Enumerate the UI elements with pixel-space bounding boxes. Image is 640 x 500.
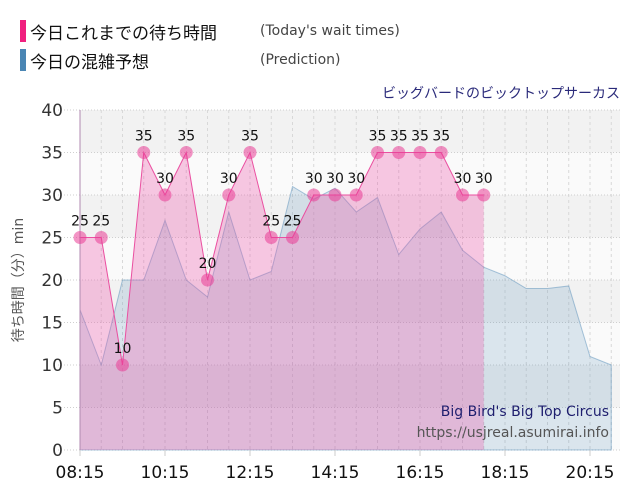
data-point[interactable] <box>286 231 299 244</box>
data-point[interactable] <box>137 146 151 159</box>
y-tick-label: 5 <box>52 399 63 419</box>
data-point-label: 25 <box>92 214 110 230</box>
data-point[interactable] <box>116 358 129 372</box>
data-point-label: 35 <box>411 129 429 145</box>
x-tick-label: 08:15 <box>56 463 105 483</box>
plot-band <box>80 152 620 195</box>
data-point[interactable] <box>434 146 448 159</box>
legend-today-label-en: (Today's wait times) <box>260 23 400 39</box>
plot-band <box>80 365 620 408</box>
legend-prediction: 今日の混雑予想 (Prediction) <box>20 49 340 73</box>
data-point-label: 30 <box>475 171 493 187</box>
data-point-label: 35 <box>369 129 387 145</box>
data-point[interactable] <box>477 188 491 202</box>
y-tick-label: 30 <box>41 186 63 206</box>
data-point[interactable] <box>371 146 384 159</box>
today-area <box>80 152 484 450</box>
plot-band <box>80 407 620 450</box>
data-point[interactable] <box>349 188 363 202</box>
x-tick-label: 14:15 <box>311 463 360 483</box>
data-point[interactable] <box>243 146 257 159</box>
x-tick-label: 16:15 <box>396 463 445 483</box>
data-point-label: 30 <box>454 171 472 187</box>
data-point[interactable] <box>222 188 236 202</box>
data-point-label: 30 <box>220 171 238 187</box>
data-point[interactable] <box>413 146 427 159</box>
data-point[interactable] <box>328 188 342 202</box>
data-point-label: 30 <box>305 171 323 187</box>
x-tick-label: 12:15 <box>226 463 275 483</box>
data-point-label: 30 <box>326 171 344 187</box>
prediction-area <box>79 185 612 451</box>
data-point-label: 25 <box>262 214 280 230</box>
data-point[interactable] <box>264 231 278 244</box>
data-point-label: 35 <box>135 129 153 145</box>
plot-band <box>80 322 620 365</box>
chart-title: ビッグバードのビックトップサーカス <box>382 86 620 102</box>
y-tick-label: 35 <box>41 144 63 164</box>
data-point-label: 35 <box>241 129 259 145</box>
data-point[interactable] <box>307 188 321 202</box>
data-point-label: 20 <box>199 256 217 272</box>
data-point-label: 35 <box>177 129 195 145</box>
data-point-label: 10 <box>114 341 132 357</box>
legend-today: 今日これまでの待ち時間 (Today's wait times) <box>20 20 400 44</box>
data-point-label: 30 <box>156 171 174 187</box>
y-tick-label: 15 <box>41 314 63 334</box>
y-axis-label: 待ち時間（分）min <box>11 218 27 342</box>
y-tick-label: 0 <box>52 441 63 461</box>
watermark-url: https://usjreal.asumirai.info <box>417 425 609 441</box>
legend-prediction-label-en: (Prediction) <box>260 52 341 68</box>
y-tick-label: 10 <box>41 356 63 376</box>
data-point-label: 25 <box>284 214 302 230</box>
data-point[interactable] <box>392 146 406 159</box>
data-point[interactable] <box>179 146 193 159</box>
y-tick-label: 40 <box>41 101 63 121</box>
data-point-label: 35 <box>432 129 450 145</box>
x-tick-label: 18:15 <box>481 463 530 483</box>
plot-band <box>80 280 620 323</box>
legend-swatch-today <box>20 20 26 42</box>
y-tick-label: 25 <box>41 229 63 249</box>
data-point[interactable] <box>73 231 87 244</box>
legend-swatch-prediction <box>20 49 26 71</box>
plot-band <box>80 110 620 153</box>
data-point[interactable] <box>456 188 469 202</box>
legend-prediction-label-jp: 今日の混雑予想 <box>30 52 149 73</box>
plot-band <box>80 195 620 238</box>
plot-band <box>80 237 620 280</box>
data-point[interactable] <box>94 231 108 244</box>
y-tick-label: 20 <box>41 271 63 291</box>
x-tick-label: 20:15 <box>566 463 615 483</box>
data-point-label: 30 <box>347 171 365 187</box>
data-point-label: 25 <box>71 214 89 230</box>
legend-today-label-jp: 今日これまでの待ち時間 <box>30 23 217 44</box>
data-point[interactable] <box>158 188 172 202</box>
x-tick-label: 10:15 <box>141 463 190 483</box>
watermark-name: Big Bird's Big Top Circus <box>441 404 609 420</box>
data-point-label: 35 <box>390 129 408 145</box>
data-point[interactable] <box>201 273 214 287</box>
